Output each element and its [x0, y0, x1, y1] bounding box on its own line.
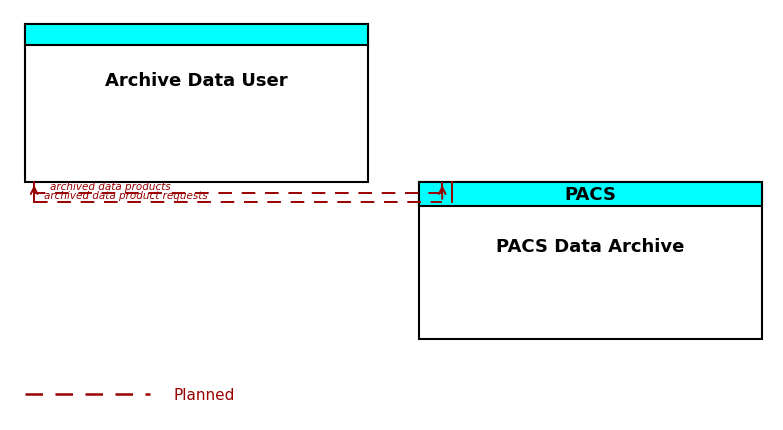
- Text: archived data products: archived data products: [50, 181, 171, 191]
- Bar: [25, 25, 368, 46]
- Text: archived data product requests: archived data product requests: [44, 190, 207, 200]
- Text: Planned: Planned: [173, 387, 234, 402]
- Text: PACS Data Archive: PACS Data Archive: [496, 237, 684, 255]
- Bar: [419, 183, 762, 206]
- Bar: [419, 183, 762, 339]
- Text: Archive Data User: Archive Data User: [105, 71, 288, 89]
- Text: PACS: PACS: [565, 186, 616, 204]
- Bar: [25, 25, 368, 183]
